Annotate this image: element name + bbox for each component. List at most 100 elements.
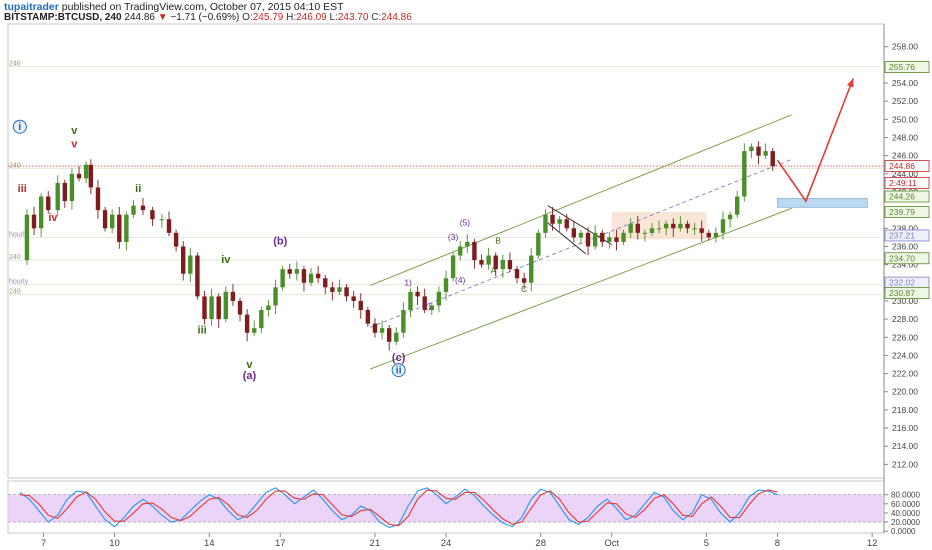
candle [337, 287, 342, 292]
chart-header: tupaitrader published on TradingView.com… [0, 0, 932, 24]
publisher-line: tupaitrader published on TradingView.com… [4, 1, 344, 13]
candle [742, 151, 747, 197]
candle [38, 196, 44, 229]
candle [458, 246, 463, 256]
wave-circle [12, 119, 27, 134]
wave-label: v [71, 125, 78, 137]
candle [55, 182, 60, 211]
price-tag [884, 206, 930, 218]
candle [195, 255, 200, 297]
y-tick-label: 230.00 [892, 296, 918, 306]
candle [237, 300, 243, 315]
candle [280, 269, 285, 288]
candle [727, 214, 733, 220]
stochastic-line-k [19, 487, 778, 529]
candle [166, 219, 172, 233]
osc-tick-label: 40.0000 [891, 509, 920, 518]
target-zone [777, 197, 868, 208]
wave-label: i [18, 121, 21, 133]
candle [408, 291, 413, 311]
symbol-label: BITSTAMP:BTCUSD, 240 [4, 12, 122, 23]
candle [394, 332, 399, 342]
low-value: 243.70 [337, 12, 369, 23]
channel-line [370, 207, 792, 370]
candle [628, 223, 633, 233]
candle [763, 151, 768, 156]
candle [436, 291, 442, 306]
candle [663, 223, 669, 229]
y-tick-label: 254.00 [892, 78, 918, 88]
candle [585, 232, 591, 247]
wave-label: v [246, 359, 253, 371]
candle [209, 296, 214, 320]
candle [429, 305, 434, 311]
candle [614, 237, 619, 242]
candle [443, 278, 449, 292]
price-tag-label: 2:49:11 [889, 178, 917, 188]
candle [308, 273, 314, 283]
candle [216, 296, 221, 320]
candle [671, 223, 676, 229]
candle [131, 205, 136, 215]
y-tick-label: 236.00 [892, 241, 918, 251]
candle [351, 296, 356, 301]
channel-line [370, 114, 792, 286]
reference-label: 246 [9, 61, 21, 68]
candles [24, 141, 775, 351]
candle [621, 232, 626, 242]
candle [543, 214, 548, 233]
candle [323, 278, 328, 288]
price-tag [884, 287, 930, 299]
reference-label: 240 [9, 254, 21, 261]
y-tick-label: 224.00 [892, 350, 918, 360]
stochastic-line-d [19, 489, 778, 527]
candle [344, 287, 349, 297]
price-tag [884, 61, 930, 73]
x-tick-label: 28 [535, 538, 546, 549]
y-tick-label: 250.00 [892, 114, 918, 124]
candle [181, 246, 186, 274]
candle [422, 296, 427, 311]
candle [109, 214, 115, 229]
low-label: L: [329, 12, 338, 23]
candle [600, 232, 605, 242]
candle [401, 310, 406, 333]
candle [507, 260, 513, 270]
price-tag-label: 237.21 [889, 230, 915, 240]
wave-label: 2) [423, 301, 431, 311]
wave-label: (3) [448, 232, 459, 242]
price-tag-label: 232.02 [889, 278, 915, 288]
candle [117, 214, 122, 242]
down-arrow-icon: ▼ [157, 12, 168, 23]
candle [536, 232, 541, 256]
candle [31, 214, 37, 229]
price-tag [884, 176, 930, 189]
y-tick-label: 222.00 [892, 369, 918, 379]
candle [472, 241, 477, 261]
candle [294, 269, 300, 274]
close-value: 244.86 [381, 12, 412, 23]
candle [720, 219, 726, 233]
price-tag-label: 234.70 [889, 253, 915, 263]
candle [486, 255, 491, 265]
candle [202, 296, 207, 320]
projection-path [776, 78, 854, 203]
author-link[interactable]: tupaitrader [4, 1, 59, 13]
x-tick-label: 17 [275, 538, 286, 549]
candle [592, 232, 598, 247]
candle [102, 210, 108, 229]
x-tick-label: 24 [441, 538, 452, 549]
candle [713, 232, 719, 238]
candle [188, 255, 193, 274]
candle [358, 300, 363, 311]
x-tick-label: 5 [704, 538, 709, 549]
candle [69, 173, 75, 202]
x-tick-label: 14 [204, 538, 215, 549]
osc-tick-label: 60.0000 [891, 500, 920, 509]
triangle-line [547, 222, 586, 255]
wave-label: iii [18, 183, 27, 195]
price-tag [884, 229, 930, 242]
candle [140, 205, 146, 211]
wave-label: ii [135, 183, 141, 195]
